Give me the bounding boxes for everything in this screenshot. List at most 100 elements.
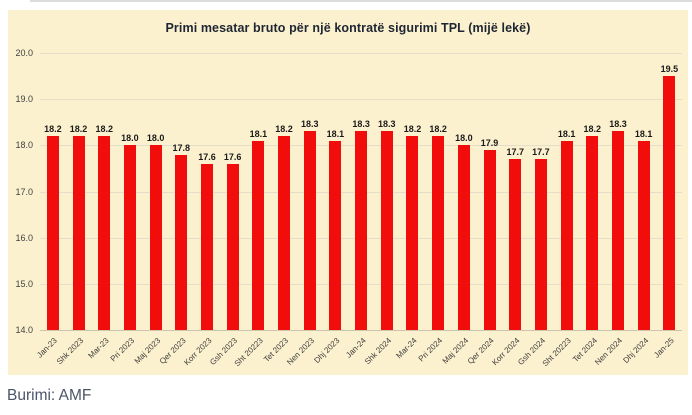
- bar-slot: 18.0 Maj 2023: [132, 53, 169, 365]
- bar-value-label: 17.9: [480, 137, 499, 148]
- bar-slot: 18.3 Jan-24: [344, 53, 374, 359]
- bar-value-label: 18.3: [609, 119, 627, 130]
- bar: [123, 145, 136, 330]
- bar-value-label: 18.3: [352, 119, 370, 130]
- x-tick-label: Mar-24: [394, 336, 419, 361]
- bar: [278, 136, 291, 330]
- bar-slot: 18.1 Dhj 2023: [313, 53, 349, 365]
- x-tick-label: Dhj 2024: [621, 336, 651, 366]
- bar-value-label: 17.7: [506, 147, 524, 158]
- bar-slot: 18.2 Tet 2024: [571, 53, 605, 364]
- bar-slot: 17.9 Qer 2024: [466, 53, 503, 366]
- bar: [560, 140, 573, 330]
- bar: [329, 140, 342, 330]
- x-tick-label: Jan-24: [343, 336, 368, 360]
- bar-value-label: 18.3: [378, 119, 396, 130]
- chart-title: Primi mesatar bruto për një kontratë sig…: [165, 21, 531, 35]
- x-axis-line: [40, 330, 682, 331]
- x-tick-label: Maj 2024: [440, 336, 471, 366]
- y-tick-label: 20.0: [15, 48, 33, 58]
- bar-slot: 18.2 Pri 2024: [417, 53, 451, 363]
- bar-value-label: 17.7: [532, 147, 550, 158]
- bar-value-label: 18.0: [121, 133, 139, 144]
- bar-slot: 18.2 Mar-23: [86, 53, 117, 360]
- bar-slot: 18.3 Shk 2024: [363, 53, 400, 366]
- bar: [380, 131, 393, 330]
- tpl-premium-bar-chart: Primi mesatar bruto për një kontratë sig…: [8, 10, 688, 375]
- y-tick-label: 16.0: [15, 232, 33, 243]
- bar: [586, 136, 599, 330]
- y-tick-label: 18.0: [15, 140, 33, 151]
- bar-value-label: 19.5: [660, 64, 679, 75]
- bar-slot: 18.3 Nen 2024: [593, 53, 631, 366]
- bar: [432, 136, 445, 330]
- bar-slot: 18.2 Jan-23: [36, 53, 66, 360]
- bar: [483, 149, 496, 330]
- bar: [252, 140, 265, 330]
- bar: [226, 163, 239, 330]
- bar-series: 18.2 Jan-23 18.2 Shk 2023 18.2 Mar-23 18.0 Pri …: [36, 53, 683, 368]
- bar-value-label: 18.1: [634, 128, 653, 139]
- x-tick-label: Mar-23: [86, 336, 111, 361]
- gridline: [40, 99, 682, 101]
- bar-value-label: 18.2: [95, 124, 113, 135]
- bar: [200, 163, 213, 330]
- bar: [72, 136, 85, 330]
- bar-slot: 18.2 Mar-24: [395, 53, 426, 360]
- bar-slot: 19.5 Jan-25: [652, 53, 683, 360]
- x-tick-label: Shk 2024: [362, 336, 394, 367]
- bar: [46, 136, 59, 330]
- bar: [406, 136, 419, 330]
- bar-slot: 17.6 Gsh 2023: [208, 53, 246, 367]
- bar-slot: 17.7 Korr 2024: [490, 53, 528, 367]
- bar-value-label: 18.3: [300, 119, 319, 130]
- bar: [534, 159, 547, 330]
- bar-slot: 17.6 Korr 2023: [182, 53, 220, 367]
- y-tick-label: 15.0: [15, 278, 33, 289]
- bar-slot: 17.7 Gsh 2024: [516, 53, 554, 367]
- bar: [98, 136, 111, 330]
- bar-value-label: 18.2: [69, 124, 88, 135]
- x-tick-label: Nen 2023: [285, 336, 317, 367]
- bar-value-label: 17.8: [172, 142, 191, 153]
- x-tick-label: Korr 2024: [490, 336, 522, 368]
- bar-slot: 18.1 Sht 20223: [233, 53, 272, 368]
- x-tick-label: Shk 2023: [54, 336, 85, 367]
- bar: [457, 145, 470, 330]
- bar: [303, 131, 316, 330]
- bar: [663, 76, 676, 330]
- bar: [611, 131, 624, 330]
- bar-value-label: 18.1: [249, 128, 268, 139]
- bar-value-label: 18.0: [146, 133, 165, 144]
- bar-slot: 18.2 Tet 2023: [262, 53, 297, 364]
- bar-value-label: 18.0: [455, 133, 473, 144]
- bar: [509, 159, 522, 330]
- y-tick-label: 14.0: [15, 325, 33, 335]
- bar-slot: 18.2 Shk 2023: [55, 53, 92, 366]
- bar-value-label: 18.2: [429, 124, 447, 135]
- bar-value-label: 18.1: [557, 128, 576, 139]
- bar: [637, 140, 650, 330]
- x-tick-label: Jan-23: [35, 336, 60, 360]
- top-divider: [30, 0, 692, 2]
- source-label: Burimi: AMF: [7, 387, 92, 404]
- gridline: [40, 53, 682, 54]
- bar-slot: 18.0 Maj 2024: [441, 53, 477, 365]
- y-tick-label: 17.0: [15, 186, 33, 197]
- bar-slot: 18.1 Sht 20223: [541, 53, 580, 368]
- bar-value-label: 17.6: [198, 151, 216, 162]
- bar-value-label: 18.1: [326, 128, 345, 139]
- bar-value-label: 18.2: [275, 124, 293, 135]
- bar: [355, 131, 368, 330]
- bar: [175, 154, 188, 330]
- bar-slot: 18.3 Nen 2023: [285, 53, 323, 366]
- bar-value-label: 18.2: [583, 124, 602, 135]
- y-tick-label: 19.0: [15, 94, 33, 105]
- bar-slot: 18.1 Dhj 2024: [621, 53, 657, 365]
- bar-value-label: 18.2: [403, 124, 422, 135]
- bar-value-label: 18.2: [44, 124, 62, 135]
- bar-value-label: 17.6: [223, 151, 242, 162]
- x-tick-label: Maj 2023: [132, 336, 162, 366]
- x-tick-label: Jan-25: [652, 336, 676, 360]
